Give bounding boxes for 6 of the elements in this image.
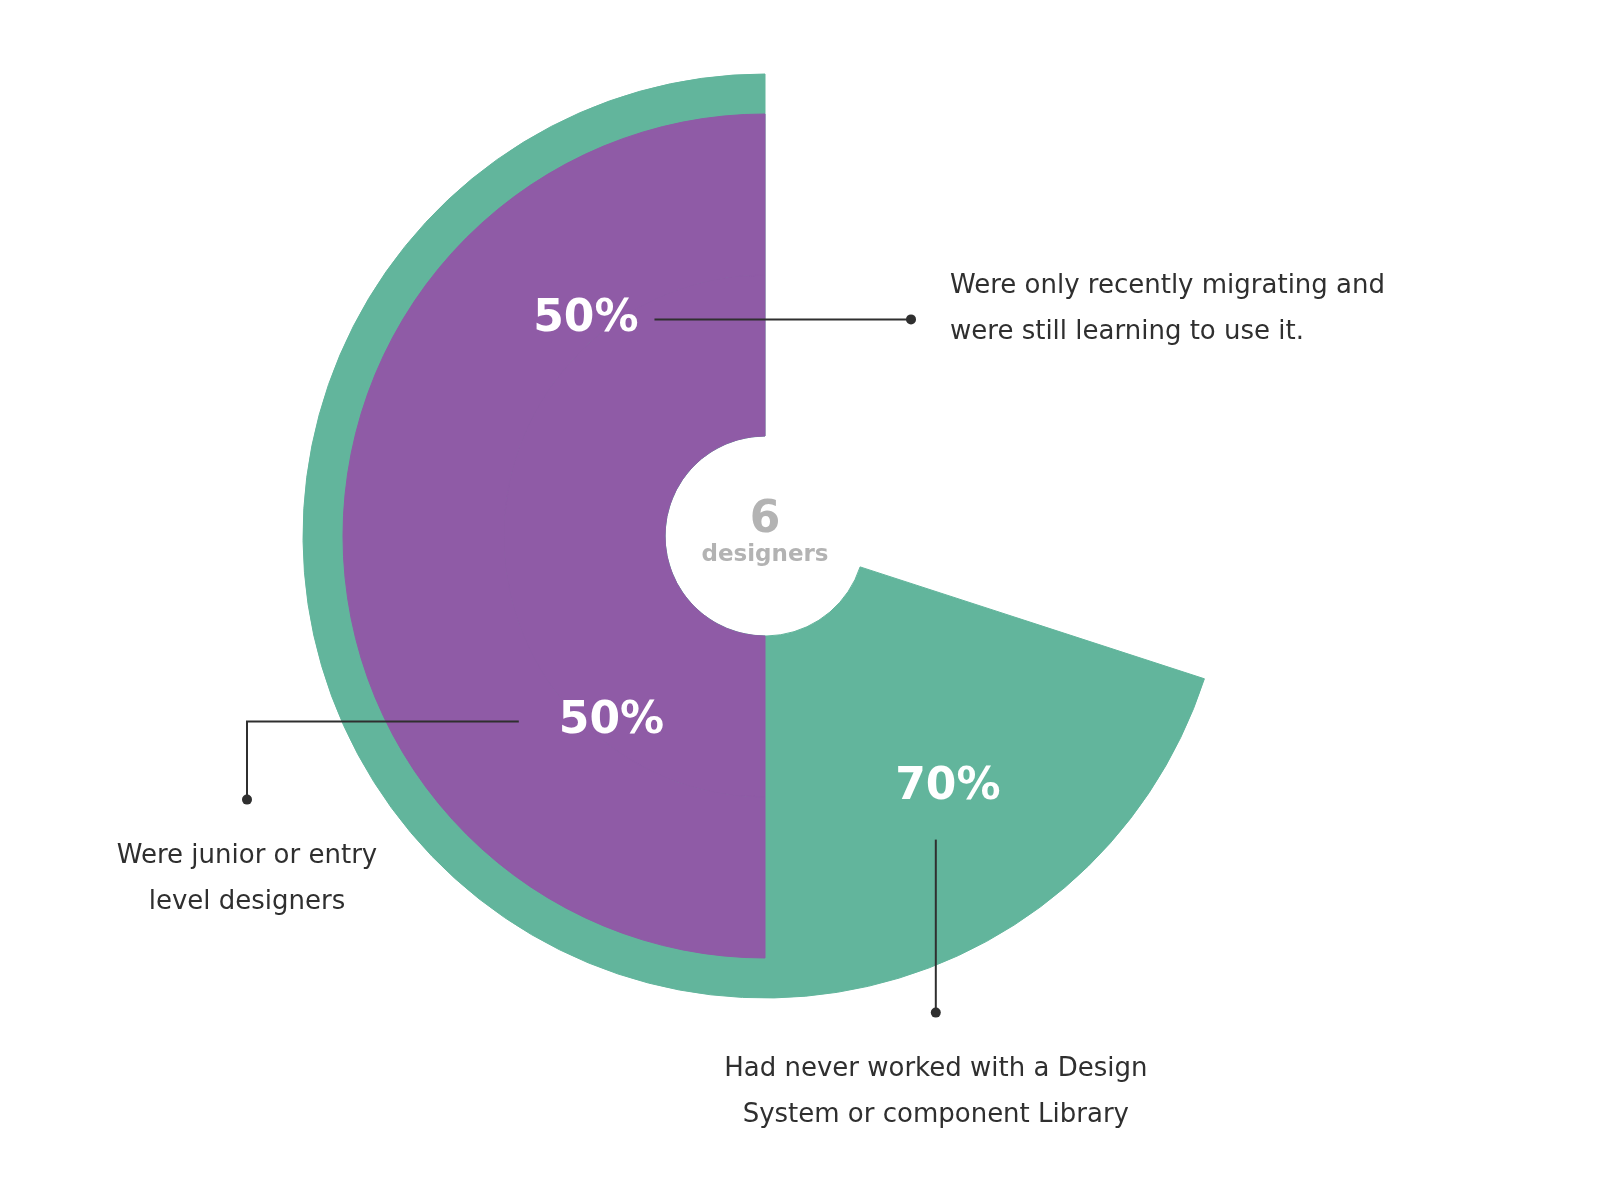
data-label: 50%: [558, 692, 665, 744]
category-label: Had never worked with a Design System or component Library: [724, 1052, 1148, 1129]
category-label: Were junior or entry level designers: [116, 839, 378, 916]
category-label: Were only recently migrating and were still learning to use it.: [950, 269, 1386, 346]
data-label: 70%: [895, 758, 1001, 810]
data-label: 50%: [533, 289, 639, 341]
